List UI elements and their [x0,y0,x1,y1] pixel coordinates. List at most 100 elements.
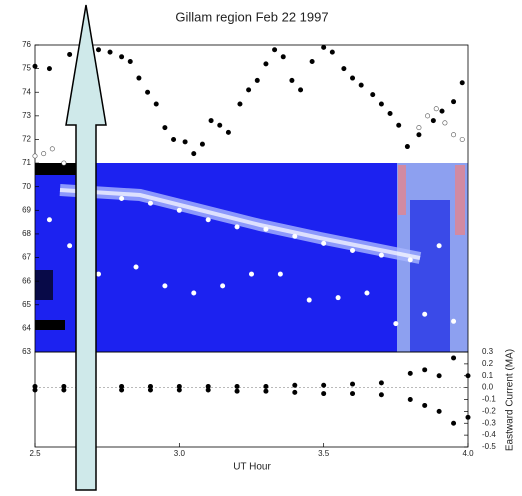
y-tick-label: 74 [22,87,31,96]
point [176,387,182,393]
point [96,271,102,277]
point [341,66,347,72]
point [205,387,211,393]
point [407,396,413,402]
y2-tick-label: -0.2 [482,406,496,415]
marks: 63 64 65 66 67 68 69 70 71 72 73 74 75 76 0.3 0.2 0.1 0.0… [22,40,496,458]
point [191,151,197,157]
y2-tick-label: -0.5 [482,442,496,451]
point [145,89,151,95]
y2-tick-label: 0.3 [482,347,494,356]
point [225,129,231,135]
point [298,87,304,93]
point [451,132,457,138]
point [32,153,38,159]
point [378,392,384,398]
y-tick-label: 68 [22,229,31,238]
point [263,61,269,67]
y2-axis-label: Eastward Current (MA) [505,349,516,451]
point [61,160,67,166]
point [107,49,113,55]
point [436,408,442,414]
annotation-arrow [65,4,107,491]
point [321,391,327,397]
point [246,87,252,93]
point [425,113,431,119]
point [147,200,153,206]
point [350,247,356,253]
point [153,101,159,107]
point [119,387,125,393]
y-tick-label: 63 [22,347,31,356]
point [162,283,168,289]
point [350,75,356,81]
point [451,355,457,361]
y-tick-label: 70 [22,182,31,191]
point [370,92,376,98]
point [254,77,260,83]
y2-tick-label: -0.4 [482,430,496,439]
point [378,252,384,258]
point [335,295,341,301]
point [32,387,38,393]
point [182,139,188,145]
point [465,373,471,379]
point [350,381,356,387]
point [442,120,448,126]
point [162,125,168,131]
point [465,414,471,420]
y-tick-label: 73 [22,111,31,120]
y2-tick-label: 0.0 [482,383,494,392]
point [387,110,393,116]
point [199,141,205,147]
point [119,54,125,60]
point [430,118,436,124]
point [439,108,445,114]
point [32,63,38,69]
point [407,257,413,263]
radar-image [35,163,468,352]
point [459,80,465,86]
point [451,318,457,324]
point [249,271,255,277]
y-tick-label: 69 [22,205,31,214]
point [67,243,73,249]
point [459,136,465,142]
point [67,51,73,57]
y-tick-label: 75 [22,64,31,73]
lower-frame [34,351,469,448]
point [234,224,240,230]
point [171,136,177,142]
y-tick-label: 76 [22,40,31,49]
point [329,49,335,55]
point [407,370,413,376]
point [292,233,298,239]
point [263,383,269,389]
point [46,217,52,223]
point [191,290,197,296]
point [378,101,384,107]
point [263,226,269,232]
point [378,380,384,386]
point [451,420,457,426]
point [416,125,422,131]
y2-tick-label: -0.1 [482,395,496,404]
point [96,47,102,53]
point [393,321,399,327]
point [422,311,428,317]
y-tick-label: 72 [22,135,31,144]
point [433,106,439,112]
point [422,402,428,408]
point [133,264,139,270]
point [119,196,125,202]
point [49,146,55,152]
point [234,383,240,389]
point [404,144,410,150]
x-tick-label: 3.5 [318,449,330,458]
point [416,132,422,138]
point [136,75,142,81]
point [176,207,182,213]
point [277,271,283,277]
x-tick-label: 4.0 [462,449,474,458]
point [321,382,327,388]
